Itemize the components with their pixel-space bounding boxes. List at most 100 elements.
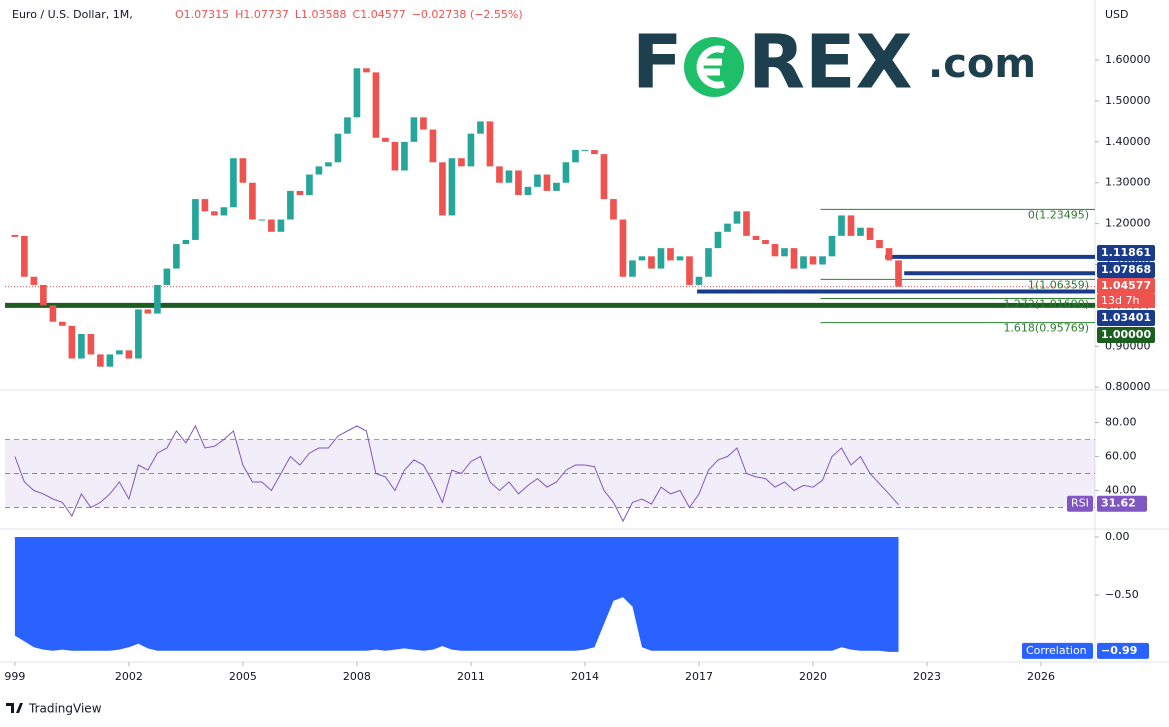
y-tick-label: 1.40000: [1105, 135, 1151, 148]
candle: [116, 350, 123, 355]
candle: [21, 235, 28, 277]
candle: [771, 244, 779, 257]
candle: [49, 305, 57, 322]
candle: [610, 199, 617, 220]
indicator-value-box: [1097, 642, 1149, 659]
countdown: 13d 7h: [1101, 294, 1139, 307]
rsi-line: [14, 424, 899, 523]
countdown-box: [1097, 294, 1155, 308]
last-price-label: 1.04577: [1101, 279, 1151, 292]
candle: [496, 166, 503, 183]
candle: [296, 190, 304, 195]
candle: [686, 256, 693, 285]
candle: [353, 68, 361, 118]
candle: [762, 239, 769, 245]
candle: [648, 256, 655, 269]
candle: [553, 182, 560, 191]
footer: TradingView: [6, 702, 102, 716]
candle: [277, 219, 285, 232]
x-tick-label: 2026: [1027, 670, 1055, 683]
candle: [87, 333, 95, 355]
candle: [515, 170, 522, 195]
y-tick-label: 0.00: [1105, 530, 1130, 543]
level-label: 1.11861: [1101, 246, 1151, 259]
last-price-label-box: [1097, 278, 1155, 294]
candle: [201, 199, 209, 212]
candle: [30, 276, 38, 285]
logo-icon: [684, 37, 744, 97]
y-tick-label: 60.00: [1105, 449, 1137, 462]
ohlc-value: O1.07315: [175, 8, 229, 21]
candle: [59, 321, 66, 326]
indicator-value: −0.99: [1101, 644, 1137, 657]
fib-label: 0(1.23495): [1028, 208, 1089, 221]
level-label: 1.00000: [1101, 328, 1151, 341]
candle: [800, 256, 807, 269]
candle: [638, 256, 646, 261]
candle: [572, 150, 579, 163]
candle: [154, 284, 161, 314]
y-tick-label: 80.00: [1105, 415, 1137, 428]
candle: [429, 129, 437, 163]
logo: F REX .com: [632, 20, 1036, 106]
y-tick-label: 1.60000: [1105, 53, 1151, 66]
y-tick-label: 0.80000: [1105, 380, 1151, 393]
indicator-name: Correlation: [1026, 644, 1087, 657]
ohlc-value: L1.03588: [295, 8, 347, 21]
candle: [676, 256, 684, 261]
candle: [97, 354, 104, 367]
candle: [458, 158, 465, 167]
candle: [144, 309, 152, 314]
candle: [629, 260, 636, 277]
candle: [581, 150, 589, 152]
candle: [591, 150, 598, 155]
candle: [40, 284, 47, 306]
candle: [667, 248, 674, 261]
candle: [838, 215, 845, 236]
candle: [372, 72, 380, 138]
y-tick-label: 1.50000: [1105, 94, 1151, 107]
candle: [391, 141, 399, 171]
x-tick-label: 2014: [571, 670, 599, 683]
candle: [249, 182, 256, 220]
candle: [819, 256, 826, 265]
candle: [486, 121, 494, 167]
candle: [477, 121, 484, 134]
fib-label: 1.618(0.95769): [1003, 322, 1089, 335]
y-tick-label: 1.30000: [1105, 176, 1151, 189]
candle: [695, 276, 703, 285]
fib-label: 1(1.06359): [1028, 278, 1089, 291]
candle: [306, 174, 313, 195]
candle: [125, 350, 133, 359]
candle: [562, 162, 570, 183]
x-tick-label: 2023: [913, 670, 941, 683]
x-tick-label: 2017: [685, 670, 713, 683]
candle: [410, 117, 418, 142]
x-tick-label: 2020: [799, 670, 827, 683]
logo-text: .com: [928, 41, 1036, 87]
y-tick-label: −0.50: [1105, 588, 1139, 601]
candle: [68, 325, 76, 359]
x-tick-label: 2002: [115, 670, 143, 683]
candle: [895, 260, 902, 287]
candle: [382, 137, 389, 142]
candle: [315, 166, 323, 175]
candle: [781, 248, 788, 257]
correlation-area: [14, 536, 899, 652]
footer-icon: [6, 703, 23, 713]
candle: [733, 211, 741, 224]
candle: [752, 235, 760, 240]
candle: [258, 219, 266, 221]
candle: [173, 244, 180, 269]
candle: [344, 117, 351, 134]
candle: [230, 158, 237, 208]
level-label-box: [1097, 327, 1155, 343]
candle: [448, 158, 456, 216]
candle: [505, 170, 513, 183]
candle: [534, 174, 541, 187]
candle: [866, 227, 874, 240]
indicator-name-box: [1067, 495, 1093, 512]
candle: [439, 162, 446, 216]
candle: [828, 235, 836, 257]
candle: [135, 309, 142, 359]
